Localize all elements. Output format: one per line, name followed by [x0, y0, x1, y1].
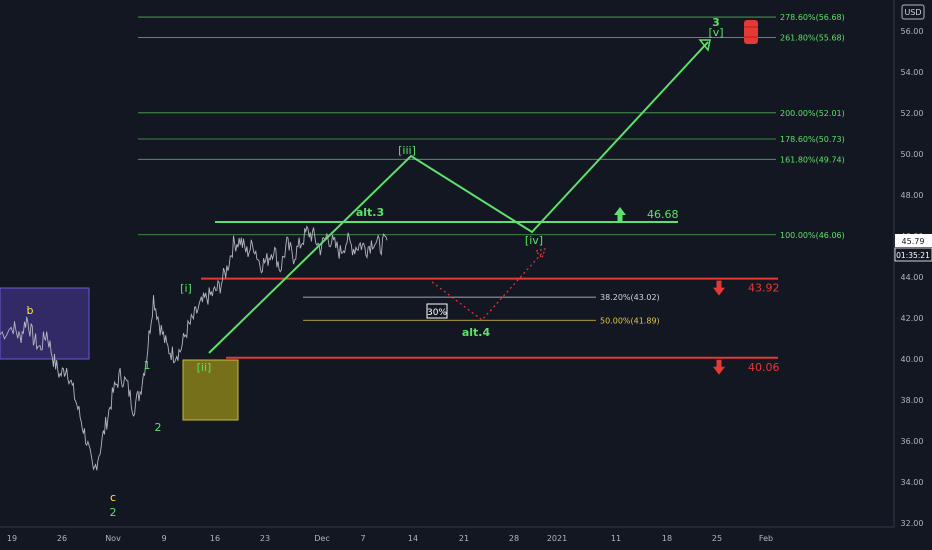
wave-label-c: c [110, 491, 116, 504]
fib-level-label: 161.80%(49.74) [780, 155, 845, 164]
last-price: 45.79 [902, 237, 925, 246]
zone-b [0, 287, 90, 360]
projection-arrowhead [698, 39, 711, 52]
alt-arrowhead [534, 248, 546, 260]
retracement-badge: 30% [427, 308, 447, 318]
y-tick-label: 32.00 [901, 519, 924, 528]
wave-label-1: 1 [144, 359, 151, 372]
wave-label-iii: [iii] [398, 144, 416, 157]
wave-label-ii: [ii] [197, 361, 212, 374]
wave-label-v: [v] [708, 26, 723, 39]
x-tick-label: Feb [759, 534, 773, 543]
fib-level-label: 200.00%(52.01) [780, 109, 845, 118]
x-tick-label: 23 [260, 534, 270, 543]
fib-level-label: 261.80%(55.68) [780, 34, 845, 43]
wave-label-iv: [iv] [525, 234, 543, 247]
currency-badge-box [901, 4, 925, 20]
wave-label-i: [i] [180, 282, 192, 295]
x-tick-label: 25 [712, 534, 722, 543]
key-levels: 46.68 43.92 40.06 [201, 207, 780, 375]
y-tick-label: 50.00 [901, 150, 924, 159]
x-tick-label: 9 [161, 534, 166, 543]
currency-badge[interactable]: USD [904, 8, 921, 17]
projection-path [208, 41, 709, 354]
y-tick-label: 54.00 [901, 68, 924, 77]
wave-label-alt3: alt.3 [356, 206, 384, 219]
arrow-down-icon [713, 280, 725, 296]
x-tick-label: 19 [7, 534, 17, 543]
y-tick-label: 52.00 [901, 109, 924, 118]
fib-level-label: 100.00%(46.06) [780, 231, 845, 240]
oil-barrel-icon [744, 20, 758, 44]
price-series [0, 225, 388, 471]
price-axis: 32.0034.0036.0038.0040.0042.0044.0046.00… [893, 0, 924, 528]
countdown-box [894, 247, 932, 262]
last-price-box [895, 234, 932, 247]
x-tick-label: 7 [360, 534, 365, 543]
fib-level-label: 278.60%(56.68) [780, 13, 845, 22]
countdown: 01:35:21 [896, 251, 930, 260]
y-tick-label: 34.00 [901, 478, 924, 487]
wave-label-2-primary: 2 [110, 506, 117, 519]
retracement-label: 38.20%(43.02) [600, 293, 660, 302]
x-tick-label: 16 [210, 534, 220, 543]
y-tick-label: 56.00 [901, 27, 924, 36]
x-tick-label: 21 [459, 534, 469, 543]
retracement-label: 50.00%(41.89) [600, 316, 660, 325]
zone-ii [182, 359, 239, 421]
y-tick-label: 40.00 [901, 355, 924, 364]
x-tick-label: Nov [105, 534, 121, 543]
wave-label-3: 3 [712, 16, 720, 29]
key-level-label: 43.92 [748, 282, 780, 295]
alt-path [431, 251, 544, 321]
y-tick-label: 38.00 [901, 396, 924, 405]
retracement-badge-box [426, 303, 448, 319]
y-tick-label: 44.00 [901, 273, 924, 282]
y-tick-label: 36.00 [901, 437, 924, 446]
key-level-label: 46.68 [647, 208, 679, 221]
y-tick-label: 42.00 [901, 314, 924, 323]
arrow-down-icon [713, 359, 725, 375]
x-tick-label: 2021 [547, 534, 567, 543]
retracement-levels: 38.20%(43.02) 50.00%(41.89) [303, 293, 660, 325]
y-tick-label: 48.00 [901, 191, 924, 200]
wave-labels: b c 2 1 2 [i] [ii] [iii] [iv] [v] 3 alt.… [27, 16, 724, 519]
x-tick-label: Dec [314, 534, 329, 543]
x-tick-label: 14 [408, 534, 418, 543]
x-tick-label: 28 [509, 534, 519, 543]
fib-levels: 278.60%(56.68) 261.80%(55.68) 200.00%(52.0… [138, 13, 845, 240]
wave-label-2: 2 [155, 421, 162, 434]
x-tick-label: 18 [662, 534, 672, 543]
price-line [0, 225, 388, 471]
x-tick-label: 11 [611, 534, 621, 543]
arrow-up-icon [614, 207, 626, 223]
time-axis: 19 26 Nov 9 16 23 Dec 7 14 21 28 2021 11 18 25 Feb [0, 526, 894, 543]
x-tick-label: 26 [57, 534, 67, 543]
key-level-label: 40.06 [748, 361, 780, 374]
fib-level-label: 178.60%(50.73) [780, 135, 845, 144]
wave-label-alt4: alt.4 [462, 326, 491, 339]
wave-label-b: b [27, 304, 34, 317]
